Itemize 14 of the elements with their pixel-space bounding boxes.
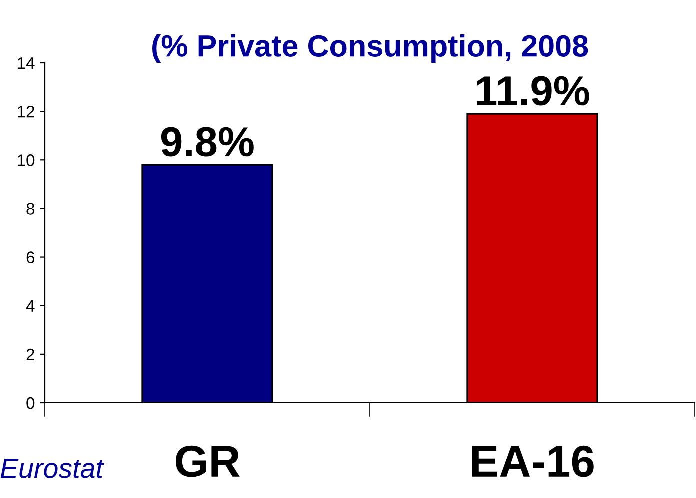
text: Eurostat xyxy=(0,458,104,478)
y-tick-label: 8 xyxy=(26,203,35,215)
y-tick-label: 6 xyxy=(26,252,35,264)
x-tick-label: EA-16 xyxy=(472,446,594,478)
data-label: 11.9% xyxy=(477,76,590,106)
y-tick-label: 0 xyxy=(26,397,35,410)
y-tick-label: 14 xyxy=(18,58,35,70)
chart-title: (% Private Consumption, 2008 xyxy=(152,34,588,63)
y-tick-label: 4 xyxy=(26,300,35,312)
y-tick-label: 10 xyxy=(18,154,35,166)
data-label: 9.8% xyxy=(161,127,254,157)
x-tick-label: GR xyxy=(176,446,240,478)
y-tick-label: 2 xyxy=(26,348,34,360)
y-tick-label: 12 xyxy=(18,106,34,118)
